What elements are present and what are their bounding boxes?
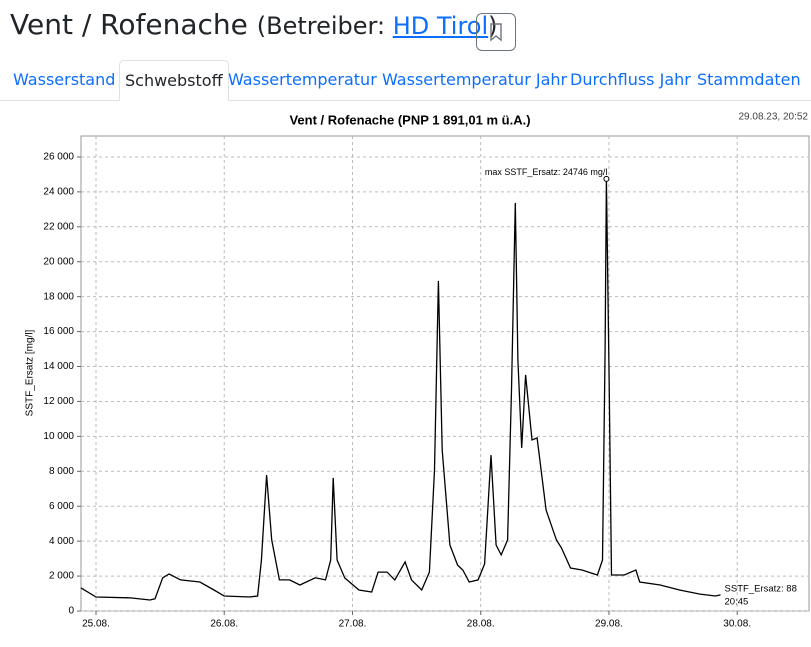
plot-area xyxy=(80,135,810,612)
y-axis-label: SSTF_Ersatz [mg/l] xyxy=(25,329,36,416)
tab[interactable]: Wasserstand xyxy=(13,70,116,89)
end-label: SSTF_Ersatz: 88 xyxy=(725,583,797,594)
y-tick-label: 8 000 xyxy=(49,466,74,477)
y-tick-label: 18 000 xyxy=(43,291,74,302)
y-tick-label: 6 000 xyxy=(49,501,74,512)
operator: (Betreiber: HD Tirol) xyxy=(257,12,498,40)
bookmark-button[interactable] xyxy=(476,13,516,51)
end-label: 20:45 xyxy=(725,596,749,607)
y-tick-label: 10 000 xyxy=(43,431,74,442)
header: Vent / Rofenache (Betreiber: HD Tirol) xyxy=(10,8,498,41)
bookmark-icon xyxy=(490,23,502,42)
y-tick-label: 26 000 xyxy=(43,152,74,163)
y-tick-label: 20 000 xyxy=(43,256,74,267)
y-tick-label: 22 000 xyxy=(43,221,74,232)
tab[interactable]: Stammdaten xyxy=(697,70,801,89)
tab[interactable]: Wassertemperatur xyxy=(228,70,377,89)
tab[interactable]: Durchfluss Jahr xyxy=(570,70,691,89)
x-tick-label: 30.08. xyxy=(723,619,751,630)
y-tick-label: 16 000 xyxy=(43,326,74,337)
x-tick-label: 28.08. xyxy=(467,619,495,630)
max-marker xyxy=(603,175,610,182)
operator-suffix: ) xyxy=(488,12,498,40)
x-tick-label: 29.08. xyxy=(595,619,623,630)
y-tick-label: 12 000 xyxy=(43,396,74,407)
tab[interactable]: Wassertemperatur Jahr xyxy=(382,70,568,89)
y-tick-label: 4 000 xyxy=(49,536,74,547)
station-title: Vent / Rofenache xyxy=(10,8,248,41)
y-tick-label: 24 000 xyxy=(43,187,74,198)
operator-link[interactable]: HD Tirol xyxy=(392,12,489,40)
chart: Vent / Rofenache (PNP 1 891,01 m ü.A.) 2… xyxy=(25,112,810,630)
x-tick-label: 26.08. xyxy=(210,619,238,630)
chart-title: Vent / Rofenache (PNP 1 891,01 m ü.A.) xyxy=(289,112,530,127)
timestamp: 29.08.23, 20:52 xyxy=(738,112,808,123)
series-line xyxy=(80,178,721,601)
x-tick-label: 27.08. xyxy=(339,619,367,630)
max-annotation: max SSTF_Ersatz: 24746 mg/l xyxy=(485,167,608,177)
y-tick-label: 2 000 xyxy=(49,571,74,582)
operator-prefix: (Betreiber: xyxy=(256,12,393,40)
y-tick-label: 14 000 xyxy=(43,361,74,372)
x-tick-label: 25.08. xyxy=(82,619,110,630)
tab[interactable]: Schwebstoff xyxy=(119,60,229,101)
tabs: Wasserstand Schwebstoff Wassertemperatur Wa… xyxy=(0,60,811,101)
y-tick-label: 0 xyxy=(68,606,74,617)
